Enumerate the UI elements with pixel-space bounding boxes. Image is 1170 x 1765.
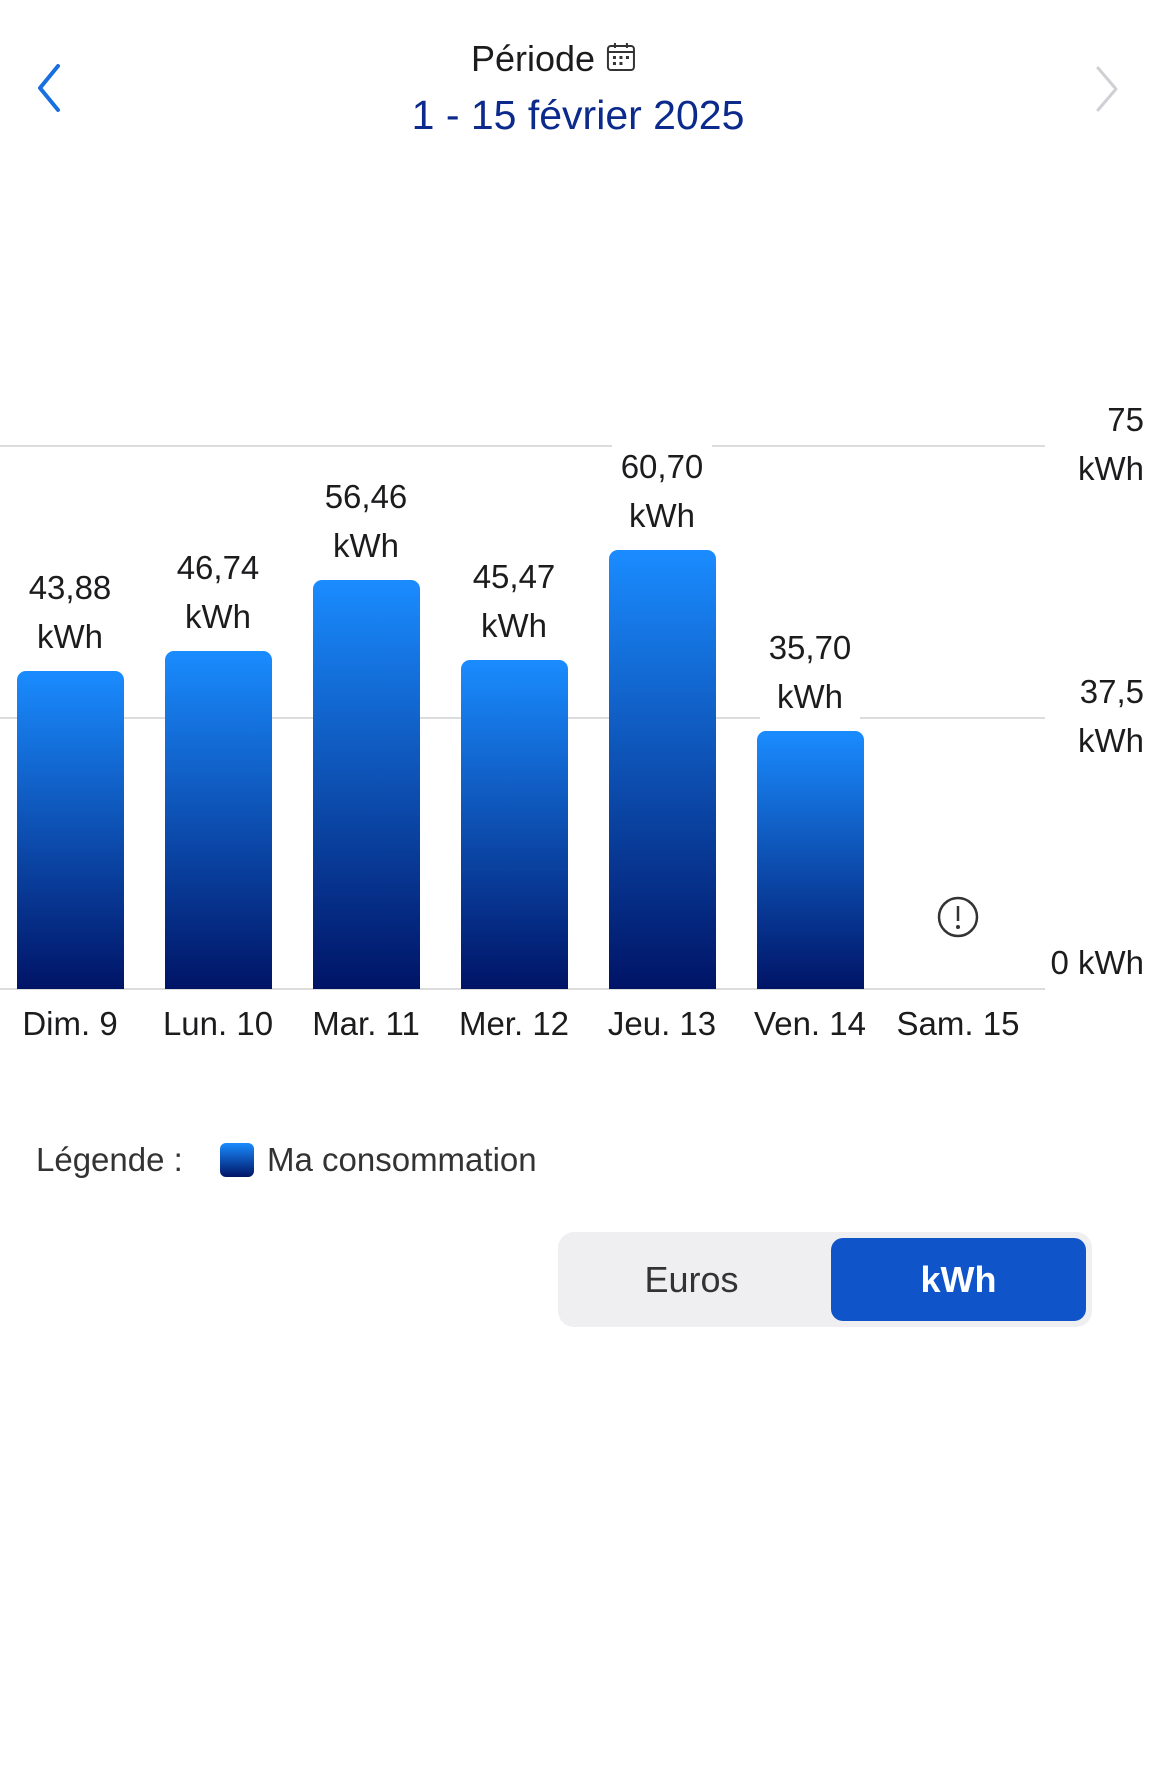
x-tick-label: Mer. 12 <box>458 1005 570 1042</box>
bar <box>164 650 272 989</box>
x-tick-label: Lun. 10 <box>162 1005 274 1042</box>
x-tick-label: Jeu. 13 <box>607 1005 717 1042</box>
y-tick-label: 37,5 kWh <box>1078 672 1144 759</box>
value-label: 56,46 kWh <box>316 472 416 571</box>
period-header[interactable]: Période <box>471 38 637 80</box>
grid-line <box>0 988 1045 990</box>
value-label: 46,74 kWh <box>168 542 268 641</box>
calendar-icon <box>607 43 636 71</box>
y-tick-label: 0 kWh <box>1050 944 1144 981</box>
missing-data-icon[interactable] <box>936 895 980 939</box>
value-label: 45,47 kWh <box>464 551 564 650</box>
legend-entry: Ma consommation <box>267 1141 537 1178</box>
unit-toggle: Euros kWh <box>558 1232 1092 1327</box>
x-tick-label: Dim. 9 <box>22 1005 118 1042</box>
chart: 0 kWh 37,5 kWh 75 kWh Dim. 9 43,88 kWh Lun. 1… <box>0 401 1144 1042</box>
value-label: 60,70 kWh <box>612 441 712 540</box>
x-tick-label: Sam. 15 <box>896 1005 1020 1042</box>
period-value[interactable]: 1 - 15 février 2025 <box>411 92 745 138</box>
period-caption: Période <box>470 38 596 79</box>
back-button[interactable] <box>30 60 70 116</box>
bar <box>16 671 124 989</box>
next-button[interactable] <box>1090 64 1126 114</box>
bar <box>312 580 420 989</box>
bar <box>756 730 864 989</box>
x-tick-label: Mar. 11 <box>312 1005 420 1042</box>
toggle-option[interactable]: kWh <box>831 1238 1086 1321</box>
y-tick-label: 75 kWh <box>1078 401 1144 487</box>
value-label: 35,70 kWh <box>760 622 860 721</box>
legend-swatch <box>220 1143 254 1177</box>
grid-line <box>0 445 1045 447</box>
legend-label: Légende : <box>36 1141 183 1178</box>
value-label: 43,88 kWh <box>20 563 120 662</box>
x-tick-label: Ven. 14 <box>754 1005 866 1042</box>
toggle-option[interactable]: Euros <box>644 1259 739 1300</box>
bar <box>608 549 716 989</box>
bar <box>460 659 568 989</box>
